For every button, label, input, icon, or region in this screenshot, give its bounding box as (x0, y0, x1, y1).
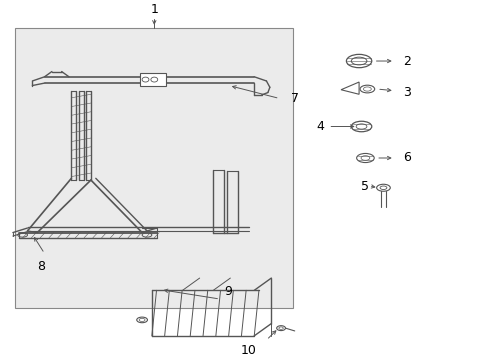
Bar (140, 73, 166, 86)
Text: 2: 2 (402, 54, 410, 68)
Text: 6: 6 (402, 152, 410, 165)
Bar (15, 28, 293, 308)
Text: 3: 3 (402, 86, 410, 99)
Text: 4: 4 (316, 120, 324, 133)
Text: 9: 9 (224, 285, 231, 298)
Text: 8: 8 (37, 260, 44, 273)
Text: 5: 5 (360, 180, 368, 193)
Text: 1: 1 (150, 3, 158, 15)
Text: 10: 10 (240, 343, 256, 356)
Text: 7: 7 (290, 92, 298, 105)
